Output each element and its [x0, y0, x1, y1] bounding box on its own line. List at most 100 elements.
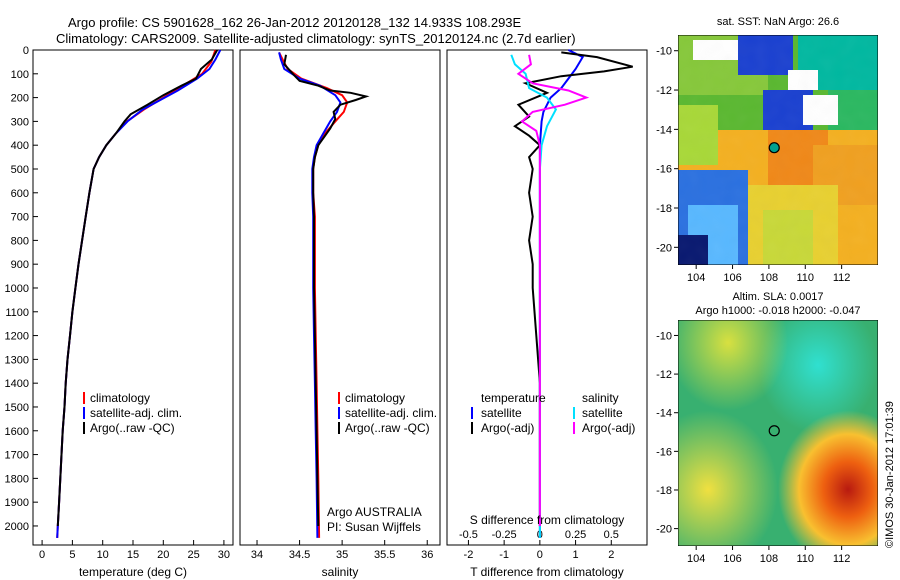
depth-tick-label: 800 — [11, 235, 29, 247]
salinity-x-ticks: 34 34.5 35 35.5 36 — [251, 540, 433, 561]
salinity-tick-label: 36 — [421, 549, 433, 561]
temperature-panel: 0100200300400500600700800900100011001200… — [5, 45, 234, 579]
map-lat-tick-label: -10 — [656, 46, 672, 58]
temperature-axes — [32, 49, 234, 546]
salinity-tick-label: 34 — [251, 549, 263, 561]
depth-tick-label: 0 — [23, 45, 29, 57]
depth-tick-label: 500 — [11, 164, 29, 176]
sla-map-title-1: Altim. SLA: 0.0017 — [732, 291, 823, 303]
float-program-note: Argo AUSTRALIA — [327, 505, 422, 519]
salinity-lines — [278, 51, 370, 538]
sla-map-title-2: Argo h1000: -0.018 h2000: -0.047 — [695, 305, 860, 317]
sst-map-title: sat. SST: NaN Argo: 26.6 — [717, 16, 839, 28]
temperature-tick-label: 20 — [157, 549, 169, 561]
depth-tick-label: 900 — [11, 259, 29, 271]
depth-tick-label: 1600 — [5, 426, 29, 438]
map-lat-tick-label: -16 — [656, 446, 672, 458]
map-lon-tick-label: 108 — [760, 272, 778, 284]
sla-map-image — [678, 320, 878, 546]
legend-label-argo: Argo(..raw -QC) — [90, 421, 175, 435]
depth-tick-label: 300 — [11, 116, 29, 128]
header-line-1: Argo profile: CS 5901628_162 26-Jan-2012… — [68, 15, 522, 30]
legend-label-temp-satellite: satellite — [481, 406, 522, 420]
depth-tick-label: 1400 — [5, 378, 29, 390]
difference-top-tick-label: -0.25 — [492, 529, 517, 541]
difference-top-tick-label: 0.25 — [565, 529, 586, 541]
argo-position-marker — [768, 142, 780, 154]
difference-xlabel-top: S difference from climatology — [470, 513, 625, 527]
depth-tick-label: 1100 — [5, 307, 29, 319]
legend-title-salinity: salinity — [582, 391, 619, 405]
difference-xlabel: T difference from climatology — [470, 565, 624, 579]
legend-label-climatology: climatology — [345, 391, 405, 405]
map-lon-tick-label: 106 — [723, 553, 741, 565]
map-lon-tick-label: 104 — [687, 553, 705, 565]
legend-label-climatology: climatology — [90, 391, 150, 405]
map-lat-tick-label: -20 — [656, 242, 672, 254]
imos-credit: ©IMOS 30-Jan-2012 17:01:39 — [884, 401, 896, 548]
temperature-x-ticks: 0 5 10 15 20 25 30 — [39, 540, 230, 561]
float-pi-note: PI: Susan Wijffels — [327, 520, 421, 534]
legend-label-argo: Argo(..raw -QC) — [345, 421, 430, 435]
temperature-xlabel: temperature (deg C) — [79, 565, 187, 579]
sla-map-ticks: 104 106 108 110 112 -10 -12 -14 -16 -18 -20 — [656, 330, 850, 565]
header-line-2: Climatology: CARS2009. Satellite-adjuste… — [56, 31, 576, 46]
depth-tick-label: 100 — [11, 69, 29, 81]
depth-tick-label: 1900 — [5, 497, 29, 509]
difference-legend: temperature satellite Argo(-adj) salinit… — [471, 391, 635, 435]
sla-argo-marker — [768, 425, 780, 437]
depth-axis-ticks: 0 100 200 300 400 500 600 700 800 900 1000 1100 1200… — [5, 45, 38, 533]
depth-tick-label: 700 — [11, 212, 29, 224]
map-lon-tick-label: 112 — [833, 272, 851, 284]
legend-label-satellite-adj: satellite-adj. clim. — [345, 406, 437, 420]
sst-map-panel: sat. SST: NaN Argo: 26.6 — [656, 16, 878, 284]
depth-tick-label: 400 — [11, 140, 29, 152]
map-lat-tick-label: -18 — [656, 203, 672, 215]
difference-top-tick-label: 0.5 — [604, 529, 619, 541]
temperature-lines — [56, 49, 222, 538]
temperature-tick-label: 0 — [39, 549, 45, 561]
salinity-tick-label: 34.5 — [289, 549, 310, 561]
map-lon-tick-label: 110 — [796, 553, 814, 565]
salinity-xlabel: salinity — [322, 565, 359, 579]
map-lon-tick-label: 104 — [687, 272, 705, 284]
difference-tick-label: -1 — [499, 549, 509, 561]
difference-tick-label: -2 — [464, 549, 474, 561]
temperature-tick-label: 10 — [97, 549, 109, 561]
difference-top-tick-label: -0.5 — [459, 529, 478, 541]
temperature-tick-label: 5 — [69, 549, 75, 561]
difference-tick-label: 0 — [537, 549, 543, 561]
depth-tick-label: 1500 — [5, 402, 29, 414]
depth-tick-label: 200 — [11, 93, 29, 105]
depth-tick-label: 1300 — [5, 354, 29, 366]
difference-tick-label: 1 — [573, 549, 579, 561]
difference-panel: -2 -1 0 1 2-0.5 -0.25 0 0.25 0.5 temperature sat… — [446, 49, 648, 579]
temperature-tick-label: 25 — [187, 549, 199, 561]
salinity-tick-label: 35.5 — [374, 549, 395, 561]
legend-label-temp-argo: Argo(-adj) — [481, 421, 534, 435]
depth-tick-label: 600 — [11, 188, 29, 200]
legend-label-sal-argo: Argo(-adj) — [582, 421, 635, 435]
series-line-4 — [516, 54, 590, 526]
depth-tick-label: 1000 — [5, 283, 29, 295]
map-lat-tick-label: -14 — [656, 124, 672, 136]
map-lat-tick-label: -10 — [656, 330, 672, 342]
depth-tick-label: 1700 — [5, 450, 29, 462]
temperature-tick-label: 30 — [218, 549, 230, 561]
difference-tick-label: 2 — [608, 549, 614, 561]
map-lat-tick-label: -12 — [656, 85, 672, 97]
sst-map-ticks: 104 106 108 110 112 -10 -12 -14 -16 -18 -20 — [656, 46, 850, 284]
series-line-2 — [513, 51, 633, 526]
salinity-panel: 34 34.5 35 35.5 36 climatology satellite-adj… — [239, 49, 441, 579]
legend-label-satellite-adj: satellite-adj. clim. — [90, 406, 182, 420]
sla-map-panel: Altim. SLA: 0.0017 Argo h1000: -0.018 h2… — [656, 291, 878, 565]
depth-tick-label: 1200 — [5, 331, 29, 343]
salinity-axes — [239, 49, 441, 546]
sst-argo-marker — [768, 142, 780, 154]
depth-tick-label: 1800 — [5, 473, 29, 485]
temperature-tick-label: 15 — [127, 549, 139, 561]
map-lon-tick-label: 108 — [760, 553, 778, 565]
series-line-3 — [283, 54, 370, 527]
salinity-legend: climatology satellite-adj. clim. Argo(..… — [338, 391, 437, 435]
